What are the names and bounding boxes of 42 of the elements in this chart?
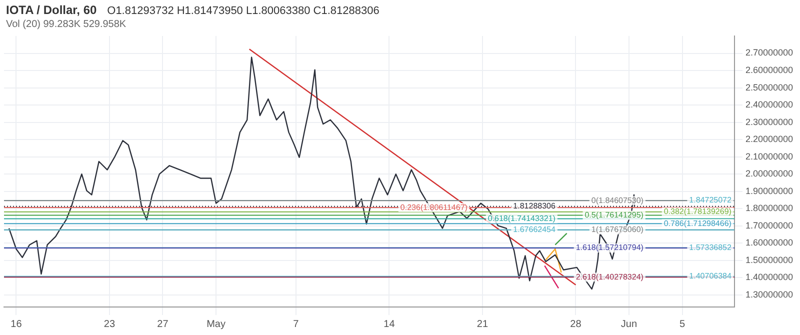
- x-tick-label: 14: [384, 318, 396, 330]
- ref-line-label: 0.236(1.80611467): [400, 202, 468, 212]
- y-tick-label: 2.20000000: [745, 134, 794, 144]
- y-tick-label: 1.80000000: [745, 203, 794, 214]
- ref-line-label: 1(1.67675060): [591, 225, 644, 234]
- chart-subtitle: O1.81293732 H1.81473950 L1.80063380 C1.81288306: [107, 5, 380, 17]
- y-tick-label: 2.10000000: [745, 151, 794, 162]
- x-tick-label: 16: [10, 318, 22, 330]
- ref-line-label: 0.786(1.71298466): [664, 218, 732, 228]
- x-tick-label: 5: [679, 318, 686, 330]
- x-tick-label: 21: [476, 318, 488, 330]
- ref-line-label: 1.81288306: [513, 202, 556, 211]
- y-tick-label: 2.70000000: [745, 48, 794, 58]
- y-tick-label: 2.50000000: [745, 82, 794, 92]
- ref-line-label: 1.84725072: [689, 196, 732, 205]
- text: Vol (20) 99.283K 529.958K: [6, 19, 126, 30]
- x-tick-label: May: [206, 318, 226, 330]
- chart-title: IOTA / Dollar, 60: [6, 3, 98, 17]
- y-tick-label: 1.50000000: [745, 254, 794, 265]
- x-tick-label: 23: [104, 318, 116, 330]
- x-tick-label: 7: [293, 318, 300, 330]
- x-tick-label: 27: [157, 318, 169, 330]
- y-tick-label: 1.40000000: [745, 272, 794, 282]
- y-tick-label: 2.30000000: [745, 116, 794, 127]
- x-tick-label: 28: [570, 318, 582, 330]
- ref-line-label: 0.382(1.78139269): [664, 207, 732, 216]
- ref-line-label: 2.618(1.40278324): [576, 272, 644, 282]
- y-tick-label: 1.70000000: [745, 220, 794, 230]
- y-tick-label: 1.30000000: [745, 289, 794, 300]
- y-tick-label: 2.00000000: [745, 168, 794, 179]
- ref-line-label: 1.618(1.57210794): [576, 243, 644, 252]
- y-tick-label: 1.90000000: [745, 186, 794, 196]
- y-tick-label: 2.40000000: [745, 100, 794, 110]
- y-tick-label: 2.60000000: [745, 65, 794, 76]
- x-tick-label: Jun: [620, 318, 638, 330]
- ref-line-label: 0(1.84607530): [591, 196, 644, 205]
- ref-line-label: 1.40706384: [689, 272, 732, 281]
- ref-line-label: 1.57336852: [689, 242, 732, 252]
- ref-line-label: 0.618(1.74143321): [488, 214, 556, 223]
- y-tick-label: 1.60000000: [745, 238, 794, 248]
- ref-line-label: 0.5(1.76141295): [584, 210, 644, 220]
- ref-line-label: 1.67662454: [513, 225, 556, 234]
